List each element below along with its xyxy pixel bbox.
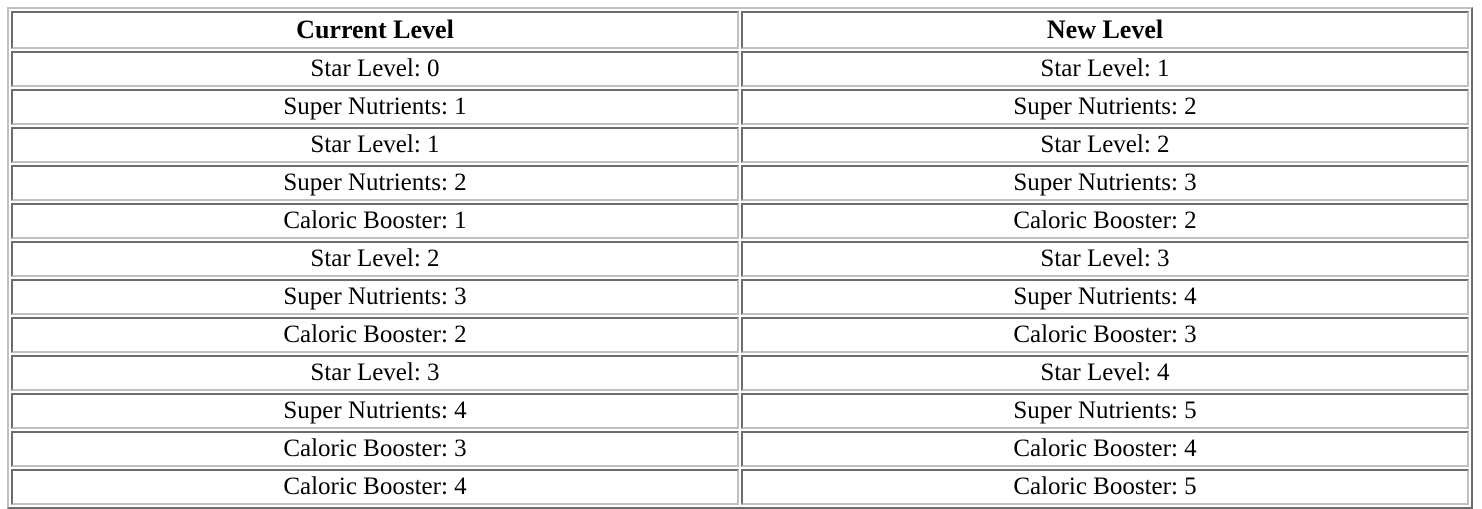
cell-current-level: Star Level: 0 xyxy=(11,51,739,87)
table-row: Caloric Booster: 2 Caloric Booster: 3 xyxy=(11,317,1469,353)
table-row: Caloric Booster: 1 Caloric Booster: 2 xyxy=(11,203,1469,239)
table-row: Super Nutrients: 4 Super Nutrients: 5 xyxy=(11,393,1469,429)
table-row: Star Level: 1 Star Level: 2 xyxy=(11,127,1469,163)
table-row: Star Level: 2 Star Level: 3 xyxy=(11,241,1469,277)
cell-new-level: Super Nutrients: 2 xyxy=(741,89,1469,125)
cell-new-level: Caloric Booster: 4 xyxy=(741,431,1469,467)
table-row: Caloric Booster: 3 Caloric Booster: 4 xyxy=(11,431,1469,467)
cell-new-level: Star Level: 3 xyxy=(741,241,1469,277)
table-row: Super Nutrients: 2 Super Nutrients: 3 xyxy=(11,165,1469,201)
cell-current-level: Caloric Booster: 3 xyxy=(11,431,739,467)
cell-new-level: Star Level: 4 xyxy=(741,355,1469,391)
cell-new-level: Super Nutrients: 3 xyxy=(741,165,1469,201)
cell-new-level: Star Level: 1 xyxy=(741,51,1469,87)
cell-new-level: Star Level: 2 xyxy=(741,127,1469,163)
cell-current-level: Super Nutrients: 3 xyxy=(11,279,739,315)
cell-current-level: Star Level: 1 xyxy=(11,127,739,163)
cell-current-level: Star Level: 2 xyxy=(11,241,739,277)
cell-current-level: Caloric Booster: 1 xyxy=(11,203,739,239)
table-body: Star Level: 0 Star Level: 1 Super Nutrient… xyxy=(11,51,1469,505)
table-row: Star Level: 0 Star Level: 1 xyxy=(11,51,1469,87)
table-header-row: Current Level New Level xyxy=(11,11,1469,49)
table-row: Star Level: 3 Star Level: 4 xyxy=(11,355,1469,391)
table-header: Current Level New Level xyxy=(11,11,1469,49)
column-header-new-level: New Level xyxy=(741,11,1469,49)
level-comparison-table: Current Level New Level Star Level: 0 Sta… xyxy=(7,7,1473,509)
table-row: Super Nutrients: 3 Super Nutrients: 4 xyxy=(11,279,1469,315)
cell-current-level: Super Nutrients: 1 xyxy=(11,89,739,125)
cell-new-level: Super Nutrients: 5 xyxy=(741,393,1469,429)
cell-current-level: Super Nutrients: 4 xyxy=(11,393,739,429)
cell-current-level: Star Level: 3 xyxy=(11,355,739,391)
column-header-current-level: Current Level xyxy=(11,11,739,49)
cell-new-level: Super Nutrients: 4 xyxy=(741,279,1469,315)
cell-current-level: Caloric Booster: 4 xyxy=(11,469,739,505)
cell-current-level: Super Nutrients: 2 xyxy=(11,165,739,201)
cell-current-level: Caloric Booster: 2 xyxy=(11,317,739,353)
cell-new-level: Caloric Booster: 3 xyxy=(741,317,1469,353)
table-row: Super Nutrients: 1 Super Nutrients: 2 xyxy=(11,89,1469,125)
cell-new-level: Caloric Booster: 2 xyxy=(741,203,1469,239)
